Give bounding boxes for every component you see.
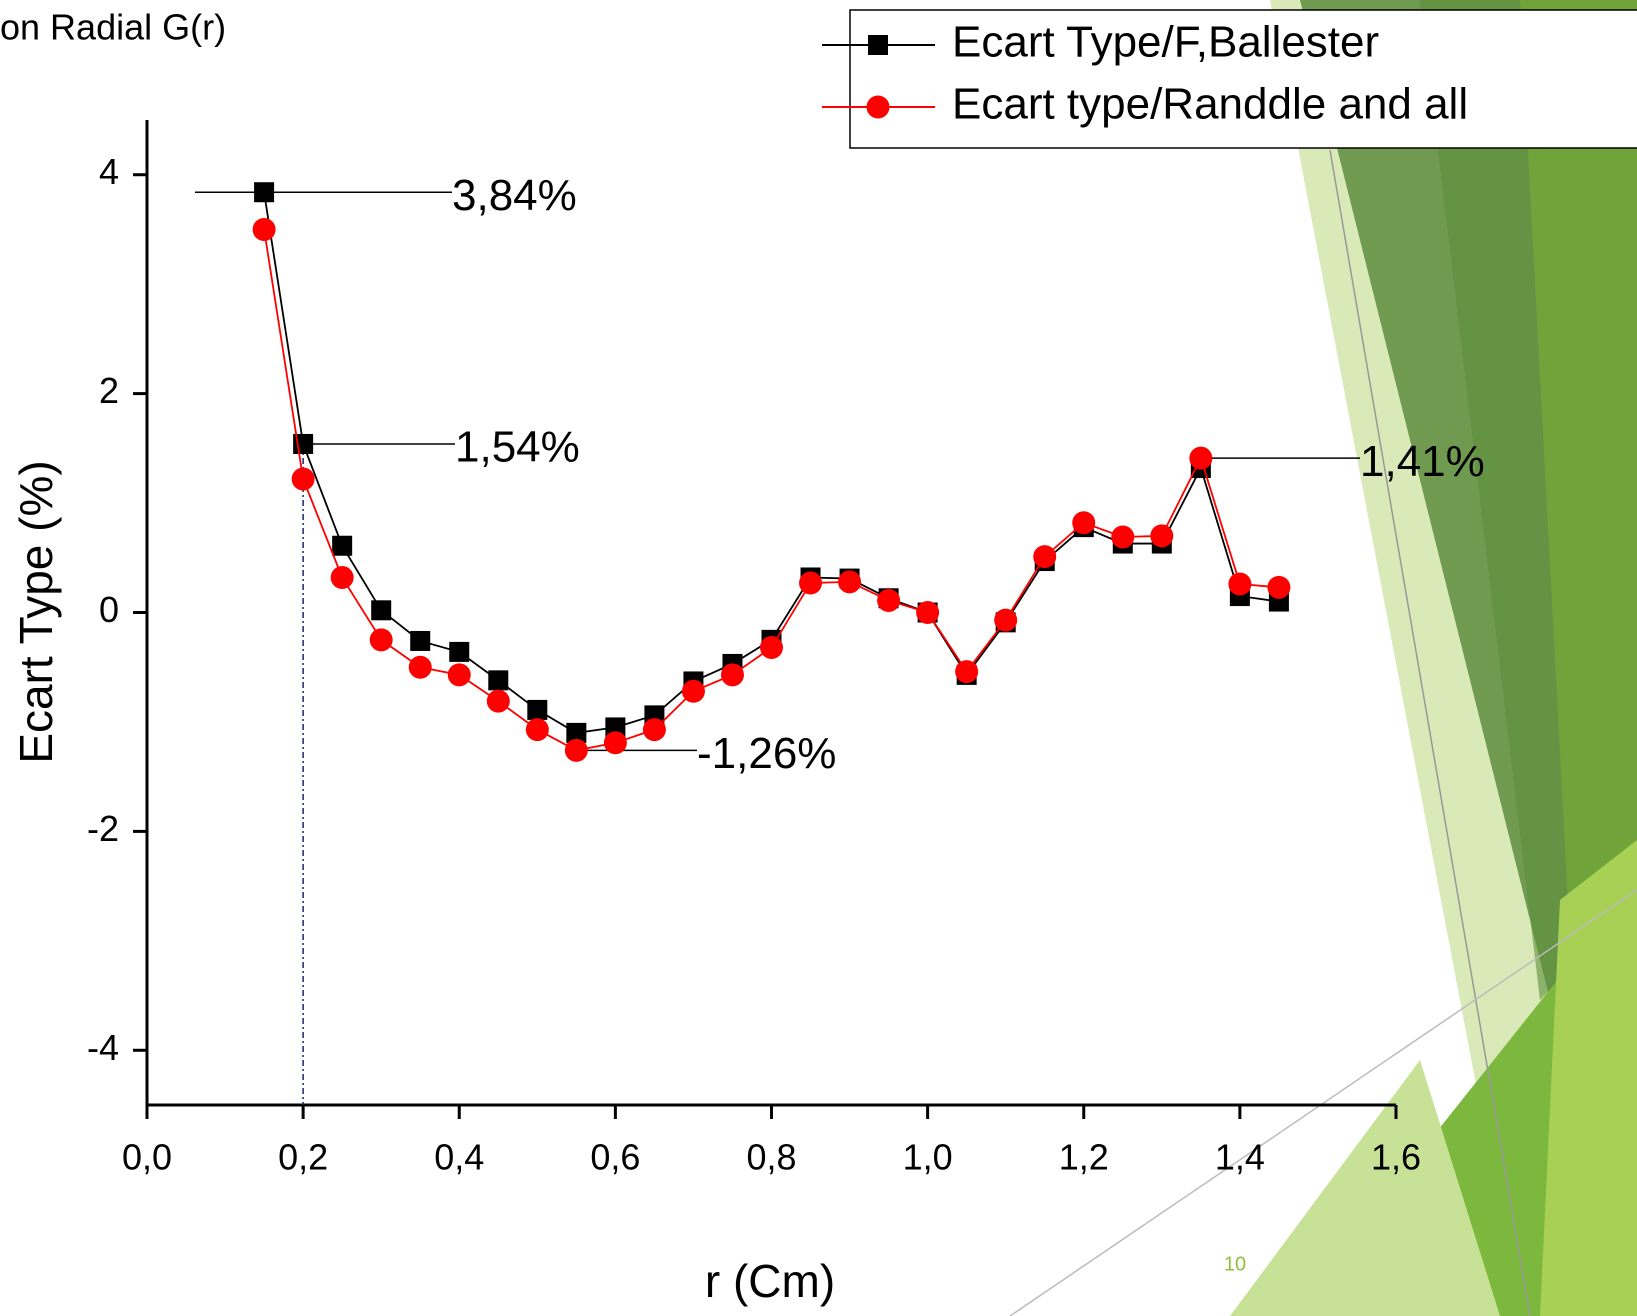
marker bbox=[799, 571, 822, 594]
marker bbox=[292, 467, 315, 490]
y-tick-label: -2 bbox=[87, 808, 119, 849]
marker bbox=[1189, 447, 1212, 470]
marker bbox=[916, 601, 939, 624]
marker bbox=[332, 536, 352, 556]
x-tick-label: 1,0 bbox=[903, 1137, 953, 1178]
marker bbox=[1228, 573, 1251, 596]
x-tick-label: 0,4 bbox=[434, 1137, 484, 1178]
marker bbox=[955, 660, 978, 683]
marker bbox=[565, 739, 588, 762]
x-tick-label: 1,2 bbox=[1059, 1137, 1109, 1178]
marker bbox=[331, 566, 354, 589]
x-tick-label: 0,6 bbox=[590, 1137, 640, 1178]
legend-label: Ecart type/Randdle and all bbox=[952, 80, 1468, 129]
y-tick-label: 0 bbox=[99, 589, 119, 630]
annotation: -1,26% bbox=[697, 729, 836, 778]
marker bbox=[487, 690, 510, 713]
x-axis-label: r (Cm) bbox=[705, 1255, 835, 1307]
y-tick-label: 4 bbox=[99, 151, 119, 192]
marker bbox=[449, 642, 469, 662]
marker bbox=[488, 670, 508, 690]
marker bbox=[1111, 525, 1134, 548]
y-tick-label: -4 bbox=[87, 1027, 119, 1068]
x-tick-label: 0,0 bbox=[122, 1137, 172, 1178]
background-decoration bbox=[1010, 0, 1637, 1316]
marker bbox=[1033, 545, 1056, 568]
marker bbox=[604, 731, 627, 754]
marker bbox=[253, 218, 276, 241]
marker bbox=[410, 631, 430, 651]
legend: Ecart Type/F,Ballester Ecart type/Randdle… bbox=[822, 10, 1637, 148]
x-tick-label: 0,2 bbox=[278, 1137, 328, 1178]
marker bbox=[527, 700, 547, 720]
annotation: 3,84% bbox=[452, 171, 577, 220]
marker bbox=[643, 718, 666, 741]
marker bbox=[1150, 524, 1173, 547]
marker bbox=[370, 628, 393, 651]
x-tick-label: 1,4 bbox=[1215, 1137, 1265, 1178]
slide-title: on Radial G(r) bbox=[0, 7, 226, 48]
marker bbox=[838, 570, 861, 593]
marker bbox=[682, 680, 705, 703]
marker bbox=[721, 663, 744, 686]
y-tick-label: 2 bbox=[99, 370, 119, 411]
annotation: 1,41% bbox=[1360, 437, 1485, 486]
annotation: 1,54% bbox=[455, 423, 580, 472]
page-number: 10 bbox=[1224, 1253, 1246, 1275]
x-tick-label: 0,8 bbox=[746, 1137, 796, 1178]
marker bbox=[877, 589, 900, 612]
marker bbox=[1072, 511, 1095, 534]
marker bbox=[254, 182, 274, 202]
legend-marker bbox=[868, 35, 888, 55]
legend-marker bbox=[867, 96, 890, 119]
x-tick-label: 1,6 bbox=[1371, 1137, 1421, 1178]
slide: on Radial G(r) 10 r (Cm) Ecart Type (%) … bbox=[0, 0, 1637, 1316]
marker bbox=[760, 636, 783, 659]
marker bbox=[371, 600, 391, 620]
marker bbox=[526, 718, 549, 741]
marker bbox=[1267, 576, 1290, 599]
marker bbox=[448, 663, 471, 686]
plot-area: 0,0 0,2 0,4 0,6 0,8 1,0 1,2 1,4 1,6 -4 -2 0 2 4 3,84% 1… bbox=[87, 120, 1485, 1178]
y-axis-label: Ecart Type (%) bbox=[10, 460, 62, 763]
legend-label: Ecart Type/F,Ballester bbox=[952, 18, 1379, 67]
marker bbox=[994, 609, 1017, 632]
marker bbox=[409, 656, 432, 679]
